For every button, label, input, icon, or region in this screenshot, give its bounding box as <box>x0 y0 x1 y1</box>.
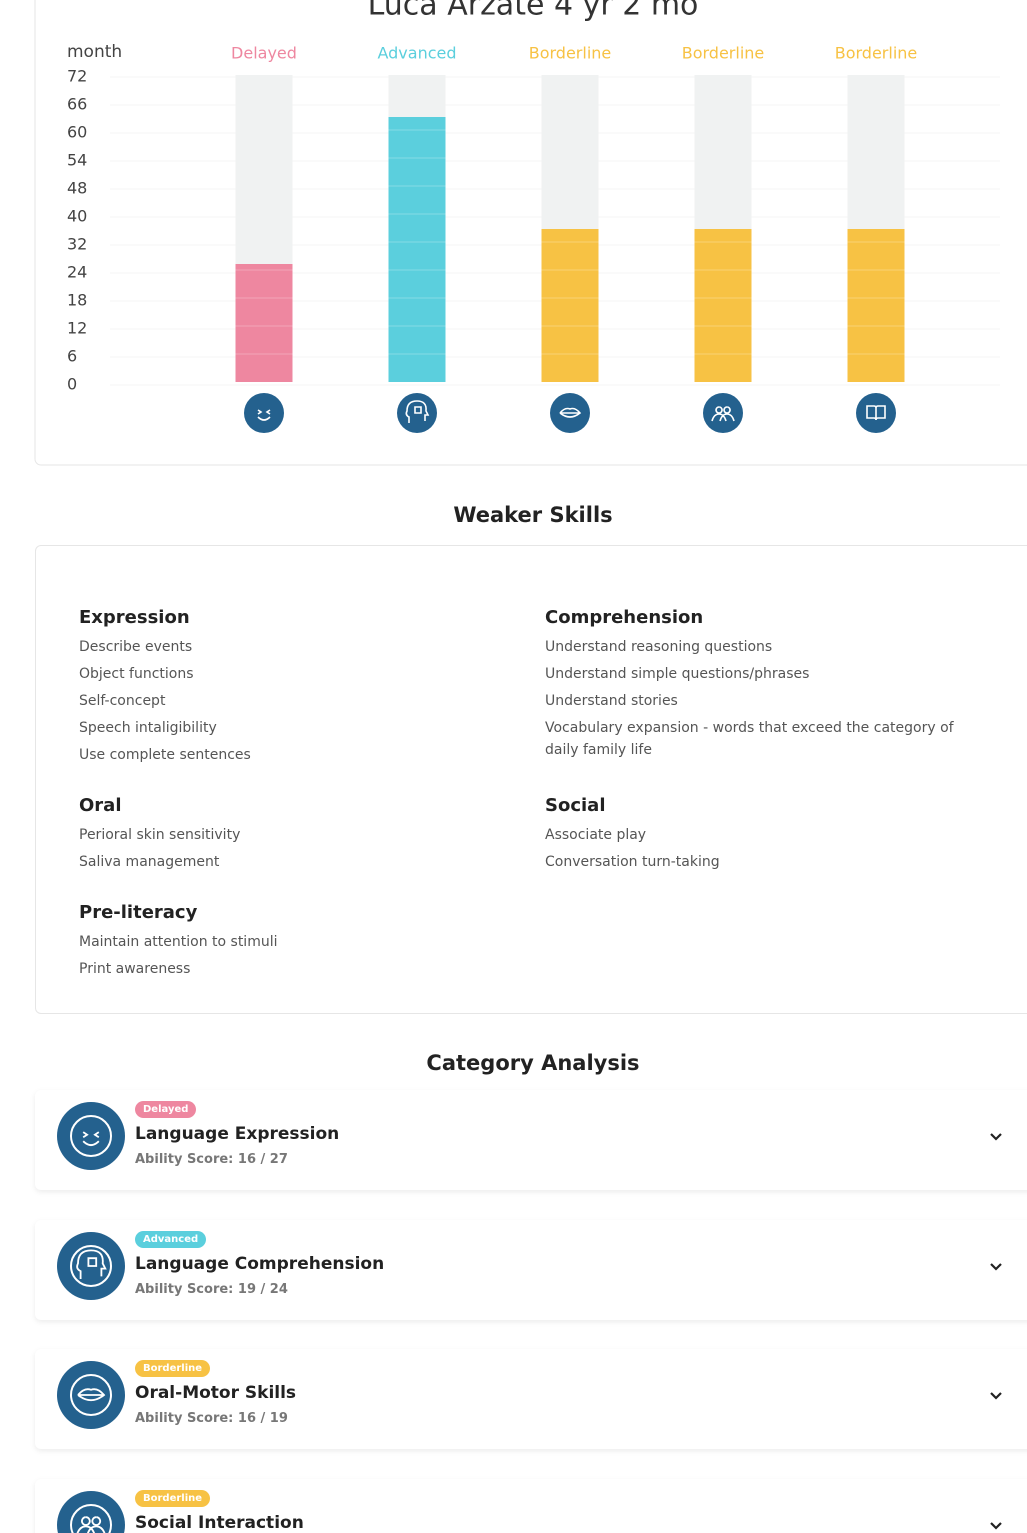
category-icon <box>57 1490 125 1533</box>
section-title: Weaker Skills <box>453 503 613 527</box>
skill-item: Print awareness <box>79 961 191 977</box>
skill-group-title: Social <box>545 795 606 816</box>
expand-chevron[interactable] <box>989 1132 1003 1142</box>
skill-item: Vocabulary expansion - words that exceed… <box>545 720 954 758</box>
y-tick-label: 32 <box>67 235 87 254</box>
skill-item: Use complete sentences <box>79 747 251 763</box>
category-title: Social Interaction <box>135 1512 304 1533</box>
chart-title: Luca Arzate 4 yr 2 mo <box>368 0 699 23</box>
skill-item: Conversation turn-taking <box>545 854 720 870</box>
expand-chevron[interactable] <box>989 1521 1003 1531</box>
y-tick-label: 66 <box>67 95 87 114</box>
category-title: Language Comprehension <box>135 1253 385 1274</box>
y-tick-label: 18 <box>67 291 87 310</box>
category-icon <box>57 1361 125 1429</box>
category-card[interactable]: Borderline Oral-Motor Skills Ability Score… <box>35 1349 1027 1449</box>
icon-glyph <box>405 400 430 423</box>
skill-item: Understand reasoning questions <box>545 639 773 655</box>
y-tick-label: 6 <box>67 347 77 366</box>
expand-chevron[interactable] <box>989 1391 1003 1401</box>
icon-glyph <box>82 1131 100 1147</box>
y-tick-label: 12 <box>67 319 87 338</box>
skill-group: Oral Perioral skin sensitivity Saliva mana… <box>79 794 545 878</box>
skill-group-title: Oral <box>79 795 122 816</box>
y-tick-label: 72 <box>67 67 87 86</box>
y-axis-label: month <box>67 42 122 62</box>
ability-score: Ability Score: 16 / 19 <box>135 1411 288 1426</box>
bar <box>541 229 599 382</box>
category-label: Borderline <box>835 44 918 63</box>
chevron-line <box>990 1262 1002 1271</box>
skill-group: Expression Describe events Object function… <box>79 606 545 771</box>
chevron-line <box>990 1521 1002 1530</box>
icon-glyph <box>559 407 582 418</box>
y-tick-label: 60 <box>67 123 87 142</box>
chevron-line <box>990 1133 1002 1141</box>
status-badge: Advanced <box>135 1230 207 1248</box>
category-card[interactable]: Advanced Language Comprehension Ability Sc… <box>35 1219 1027 1320</box>
skill-item: Self-concept <box>79 693 166 709</box>
skill-group-title: Comprehension <box>545 607 704 628</box>
skill-item: Speech intaligibility <box>79 720 217 736</box>
icon-glyph <box>77 1388 106 1402</box>
skill-item: Understand simple questions/phrases <box>545 666 810 682</box>
skill-item: Describe events <box>79 639 193 655</box>
category-label: Delayed <box>231 44 297 63</box>
skill-item: Saliva management <box>79 854 220 870</box>
icon-glyph <box>257 409 271 421</box>
category-title: Language Expression <box>135 1124 340 1144</box>
icon-circle <box>57 1102 125 1170</box>
status-badge: Delayed <box>135 1101 197 1118</box>
bar <box>694 229 752 382</box>
skill-group: Social Associate play Conversation turn-ta… <box>545 794 985 878</box>
skill-item: Associate play <box>545 827 647 843</box>
skill-group: Comprehension Understand reasoning questi… <box>545 606 985 771</box>
y-tick-label: 0 <box>67 375 77 394</box>
category-card[interactable]: Borderline Social Interaction <box>35 1478 1027 1533</box>
category-icon <box>57 1102 125 1170</box>
bar <box>388 117 446 382</box>
bar <box>847 229 905 382</box>
skill-item: Understand stories <box>545 693 678 709</box>
skill-group-title: Expression <box>79 607 190 628</box>
icon-ring <box>70 1244 112 1287</box>
skill-item: Maintain attention to stimuli <box>79 934 278 950</box>
chevron-line <box>990 1392 1002 1400</box>
category-title: Oral-Motor Skills <box>135 1383 297 1403</box>
skill-item: Perioral skin sensitivity <box>79 827 241 843</box>
category-label: Borderline <box>529 44 612 63</box>
y-tick-label: 48 <box>67 179 87 198</box>
y-tick-label: 40 <box>67 207 87 226</box>
y-tick-label: 24 <box>67 263 87 282</box>
category-icon <box>703 393 743 433</box>
skills-card: Expression Describe events Object function… <box>35 545 1027 1014</box>
skill-group: Pre-literacy Maintain attention to stimul… <box>79 901 545 985</box>
icon-ring <box>70 1503 112 1533</box>
icon-glyph <box>711 406 735 422</box>
skill-item: Object functions <box>79 666 194 682</box>
icon-ring <box>70 1374 112 1416</box>
icon-glyph <box>866 405 886 421</box>
icon-glyph <box>76 1248 107 1279</box>
skill-group-title: Pre-literacy <box>79 902 198 923</box>
ability-score: Ability Score: 16 / 27 <box>135 1152 288 1167</box>
status-badge: Borderline <box>135 1360 211 1377</box>
section-title: Category Analysis <box>426 1051 640 1075</box>
icon-ring <box>70 1115 112 1157</box>
icon-circle <box>57 1490 125 1533</box>
category-icon <box>57 1231 125 1300</box>
category-card[interactable]: Delayed Language Expression Ability Score:… <box>35 1090 1027 1190</box>
chart: Luca Arzate 4 yr 2 mo month 0 6 12 18 24 32 40… <box>34 0 1027 466</box>
category-icon <box>244 393 284 433</box>
expand-chevron[interactable] <box>989 1262 1003 1272</box>
bar <box>235 264 293 382</box>
category-label: Advanced <box>377 44 456 63</box>
ability-score: Ability Score: 19 / 24 <box>135 1281 288 1297</box>
icon-glyph <box>76 1515 106 1533</box>
status-badge: Borderline <box>135 1489 211 1507</box>
category-label: Borderline <box>682 44 765 63</box>
y-tick-label: 54 <box>67 151 87 170</box>
